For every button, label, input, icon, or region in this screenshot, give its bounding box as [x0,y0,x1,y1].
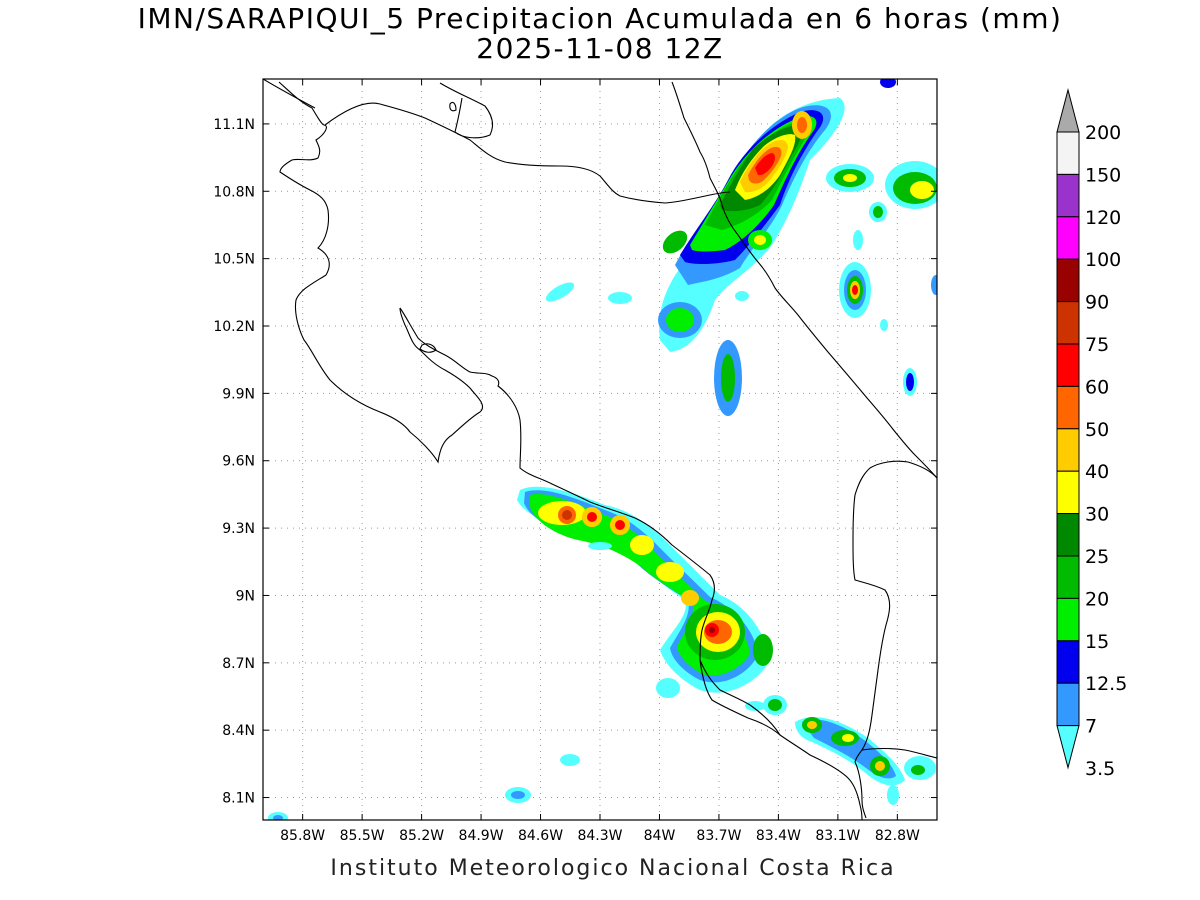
lat-tick-label: 9.9N [222,386,255,402]
lon-tick-label: 84.9W [459,828,504,844]
colorbar-swatch [1056,555,1080,599]
south-coast [854,747,937,819]
chart-subtitle-date: 2025-11-08 12Z [476,32,724,65]
lon-tick-label: 82.8W [875,828,920,844]
coastlines-borders [263,79,937,820]
lon-axis: 85.8W 85.5W 85.2W 84.9W 84.6W 84.3W 84W 83.7W 83… [280,79,920,844]
colorbar-label: 120 [1085,207,1121,229]
lon-tick-label: 83.1W [815,828,860,844]
lat-tick-label: 11.1N [213,117,255,133]
lat-axis: 11.1N 10.8N 10.5N 10.2N 9.9N 9.6N 9.3N 9N 8.7N 8.… [213,117,937,807]
colorbar-swatch [1056,682,1080,727]
lat-tick-label: 10.5N [213,252,255,268]
colorbar-swatch [1056,216,1080,260]
lon-tick-label: 84.6W [518,828,563,844]
colorbar-swatch [1056,301,1080,345]
precip-cell-caribe-norte [545,98,845,416]
lat-tick-label: 9N [236,588,255,604]
north-island [449,101,457,112]
lat-tick-label: 9.3N [222,521,255,537]
colorbar-min-arrow [1056,725,1080,770]
colorbar-label: 25 [1085,546,1109,568]
colorbar-label: 60 [1085,376,1109,398]
footer-credit: Instituto Meteorologico Nacional Costa R… [330,856,896,881]
colorbar-label: 100 [1085,249,1121,271]
lon-tick-label: 84W [644,828,676,844]
colorbar-swatch [1056,173,1080,218]
colorbar-label: 40 [1085,461,1109,483]
colorbar-swatch [1056,640,1080,684]
colorbar-swatch [1056,343,1080,387]
lake-nicaragua-shore [263,79,494,139]
nicaragua-pacific-coast [278,81,484,464]
lon-tick-label: 83.4W [756,828,801,844]
precip-shading [268,79,937,820]
nicaragua-border [324,102,731,204]
lon-tick-label: 83.7W [696,828,741,844]
lon-tick-label: 85.8W [280,828,325,844]
colorbar-label: 30 [1085,504,1109,526]
island-coast [419,343,437,353]
colorbar-legend: 200 150 120 100 90 75 60 50 40 30 25 20 15 12.5 7 3.5 [1056,88,1127,780]
colorbar-swatch [1056,597,1080,642]
colorbar-label: 7 [1085,716,1097,738]
precip-cell-pacifico-sur [268,701,936,820]
colorbar-swatch [1056,470,1080,515]
lat-tick-label: 10.8N [213,184,255,200]
lon-tick-label: 84.3W [577,828,622,844]
colorbar-label: 75 [1085,334,1109,356]
colorbar-label: 15 [1085,631,1109,653]
colorbar-label: 3.5 [1085,758,1115,780]
colorbar-label: 20 [1085,588,1109,610]
panama-border [852,460,937,763]
colorbar-label: 150 [1085,164,1121,186]
lat-tick-label: 10.2N [213,319,255,335]
colorbar-swatch [1056,513,1080,557]
lat-tick-label: 8.4N [222,723,255,739]
colorbar-label: 90 [1085,292,1109,314]
colorbar-swatch [1056,385,1080,430]
colorbar-swatch [1056,428,1080,472]
lat-tick-label: 8.1N [222,791,255,807]
precip-cell-caribe-este [826,79,937,396]
colorbar-swatch [1056,258,1080,303]
lon-tick-label: 85.2W [399,828,444,844]
colorbar-label: 50 [1085,419,1109,441]
caribbean-coast [671,81,937,479]
osa-peninsula-coast [699,659,863,820]
map-background [263,79,937,820]
lat-tick-label: 9.6N [222,454,255,470]
chart-title: IMN/SARAPIQUI_5 Precipitacion Acumulada … [137,2,1063,35]
lon-tick-label: 85.5W [340,828,385,844]
colorbar-label: 12.5 [1085,673,1127,695]
colorbar-label: 200 [1085,122,1121,144]
colorbar-swatch [1056,131,1080,175]
colorbar-max-arrow [1056,88,1080,133]
lat-tick-label: 8.7N [222,656,255,672]
